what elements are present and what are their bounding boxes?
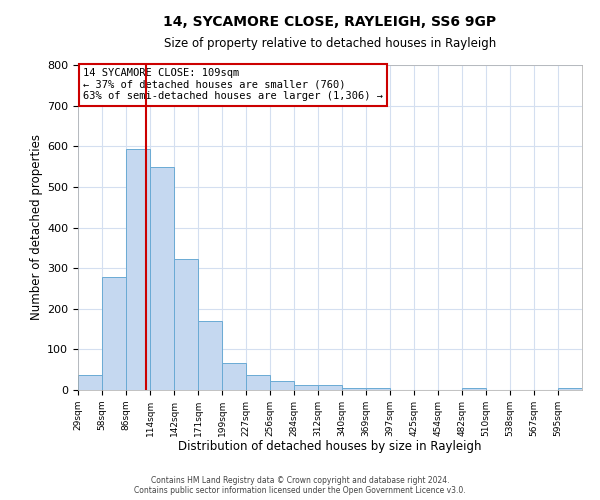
Text: Contains HM Land Registry data © Crown copyright and database right 2024.
Contai: Contains HM Land Registry data © Crown c… <box>134 476 466 495</box>
Bar <box>318 384 342 390</box>
Bar <box>102 277 126 390</box>
Bar <box>558 388 582 390</box>
Bar <box>462 388 486 390</box>
Bar <box>174 259 198 390</box>
Bar <box>78 374 102 390</box>
Bar <box>222 363 246 390</box>
Text: Size of property relative to detached houses in Rayleigh: Size of property relative to detached ho… <box>164 38 496 51</box>
Bar <box>246 374 270 390</box>
X-axis label: Distribution of detached houses by size in Rayleigh: Distribution of detached houses by size … <box>178 440 482 454</box>
Bar <box>342 388 366 390</box>
Bar <box>198 321 222 390</box>
Bar <box>126 149 150 390</box>
Text: 14 SYCAMORE CLOSE: 109sqm
← 37% of detached houses are smaller (760)
63% of semi: 14 SYCAMORE CLOSE: 109sqm ← 37% of detac… <box>83 68 383 102</box>
Bar <box>366 388 390 390</box>
Y-axis label: Number of detached properties: Number of detached properties <box>30 134 43 320</box>
Bar <box>294 384 318 390</box>
Text: 14, SYCAMORE CLOSE, RAYLEIGH, SS6 9GP: 14, SYCAMORE CLOSE, RAYLEIGH, SS6 9GP <box>163 15 497 29</box>
Bar <box>150 166 174 390</box>
Bar <box>270 381 294 390</box>
